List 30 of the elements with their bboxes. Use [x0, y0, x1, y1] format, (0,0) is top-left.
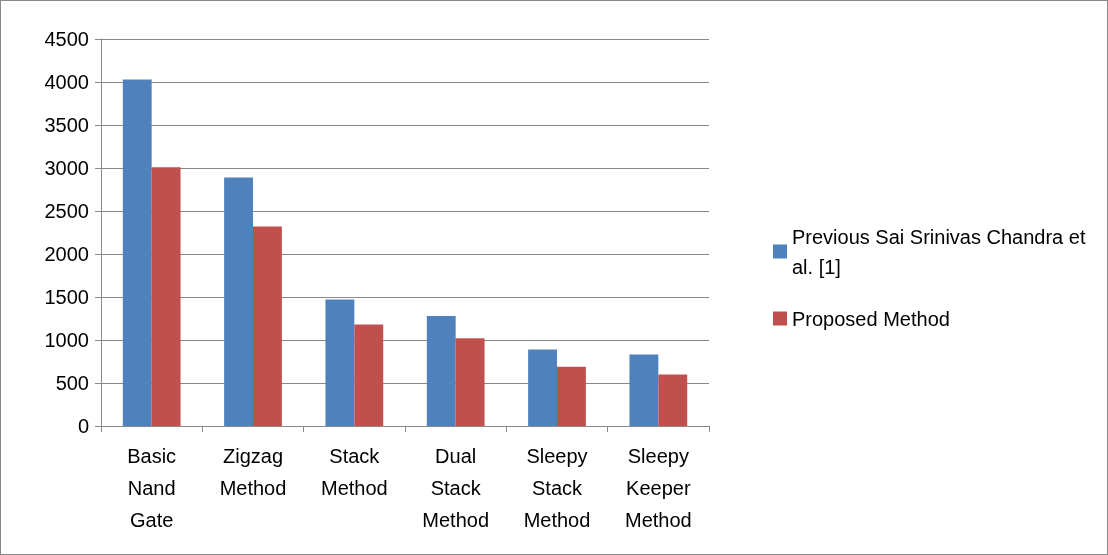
- y-tick-label: 1000: [44, 329, 89, 351]
- x-tick-label: Zigzag Method: [219, 445, 287, 499]
- y-tick-label: 0: [77, 415, 89, 437]
- bar: [557, 366, 586, 426]
- y-tick-label: 2000: [44, 243, 89, 265]
- bar: [354, 324, 384, 426]
- y-tick-label: 2500: [44, 200, 89, 222]
- bar: [151, 167, 181, 426]
- y-tick-label: 4000: [44, 71, 89, 93]
- legend-label: Previous Sai Srinivas Chandra et al. [1]: [792, 225, 1092, 278]
- legend-label: Proposed Method: [792, 307, 950, 330]
- bar: [528, 349, 557, 426]
- y-tick-label: 3500: [44, 114, 89, 136]
- bar: [224, 177, 253, 426]
- x-tick-label: Stack Method: [320, 445, 388, 499]
- bar: [455, 338, 485, 426]
- y-tick-label: 3000: [44, 157, 89, 179]
- bar: [253, 226, 282, 426]
- x-tick-label: Basic Nand Gate: [127, 445, 177, 531]
- bar: [325, 299, 355, 426]
- bar: [122, 79, 152, 426]
- bar: [629, 354, 659, 426]
- bar: [426, 315, 456, 426]
- x-tick-label: Sleepy Keeper Method: [624, 445, 692, 531]
- x-tick-label: Sleepy Stack Method: [523, 445, 591, 531]
- y-tick-label: 4500: [44, 28, 89, 50]
- y-tick-label: 500: [55, 372, 89, 394]
- x-tick-label: Dual Stack Method: [422, 445, 490, 531]
- bar: [658, 374, 688, 426]
- y-tick-label: 1500: [44, 286, 89, 308]
